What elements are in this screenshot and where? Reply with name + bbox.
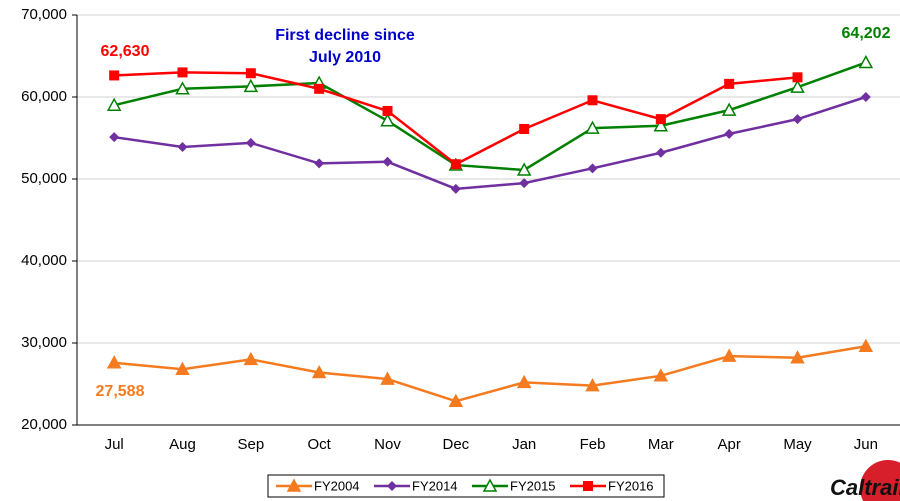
annotation: July 2010 — [309, 49, 381, 66]
data-point — [519, 124, 529, 134]
x-tick-label: Dec — [442, 436, 469, 453]
logo: Caltrain — [830, 475, 900, 500]
data-point — [519, 178, 529, 188]
data-point — [724, 79, 734, 89]
x-tick-label: Mar — [648, 436, 674, 453]
data-point — [178, 142, 188, 152]
data-point — [246, 138, 256, 148]
data-point — [178, 67, 188, 77]
series-line — [114, 63, 866, 170]
y-tick-label: 60,000 — [21, 88, 67, 105]
data-point — [656, 148, 666, 158]
data-point — [383, 157, 393, 167]
x-tick-label: Jan — [512, 436, 536, 453]
data-point — [860, 57, 872, 68]
data-point — [383, 106, 393, 116]
y-tick-label: 20,000 — [21, 416, 67, 433]
data-point — [724, 129, 734, 139]
data-point — [451, 184, 461, 194]
data-point — [793, 114, 803, 124]
legend-label: FY2014 — [412, 478, 458, 493]
x-tick-label: Apr — [717, 436, 740, 453]
legend-marker — [583, 481, 593, 491]
x-tick-label: Jun — [854, 436, 878, 453]
x-tick-label: Nov — [374, 436, 401, 453]
y-tick-label: 30,000 — [21, 334, 67, 351]
annotation: 64,202 — [842, 25, 891, 42]
data-point — [314, 158, 324, 168]
y-tick-label: 40,000 — [21, 252, 67, 269]
data-point — [451, 159, 461, 169]
y-tick-label: 50,000 — [21, 170, 67, 187]
legend-label: FY2004 — [314, 478, 360, 493]
legend-label: FY2016 — [608, 478, 654, 493]
data-point — [588, 163, 598, 173]
x-tick-label: Aug — [169, 436, 196, 453]
data-point — [382, 115, 394, 126]
x-tick-label: Oct — [307, 436, 331, 453]
legend-label: FY2015 — [510, 478, 556, 493]
annotation: 27,588 — [96, 383, 145, 400]
x-tick-label: Jul — [105, 436, 124, 453]
annotation: 62,630 — [101, 43, 150, 60]
data-point — [656, 114, 666, 124]
series-line — [114, 97, 866, 189]
data-point — [314, 84, 324, 94]
data-point — [246, 68, 256, 78]
data-point — [109, 70, 119, 80]
data-point — [109, 132, 119, 142]
data-point — [793, 72, 803, 82]
data-point — [861, 92, 871, 102]
annotation: First decline since — [275, 27, 415, 44]
x-tick-label: Feb — [580, 436, 606, 453]
y-tick-label: 70,000 — [21, 6, 67, 23]
data-point — [588, 95, 598, 105]
x-tick-label: May — [783, 436, 812, 453]
chart: Caltrain 20,000 30,000 40,000 50,000 60,000 7… — [0, 0, 900, 501]
x-tick-label: Sep — [237, 436, 264, 453]
series-line — [114, 346, 866, 401]
